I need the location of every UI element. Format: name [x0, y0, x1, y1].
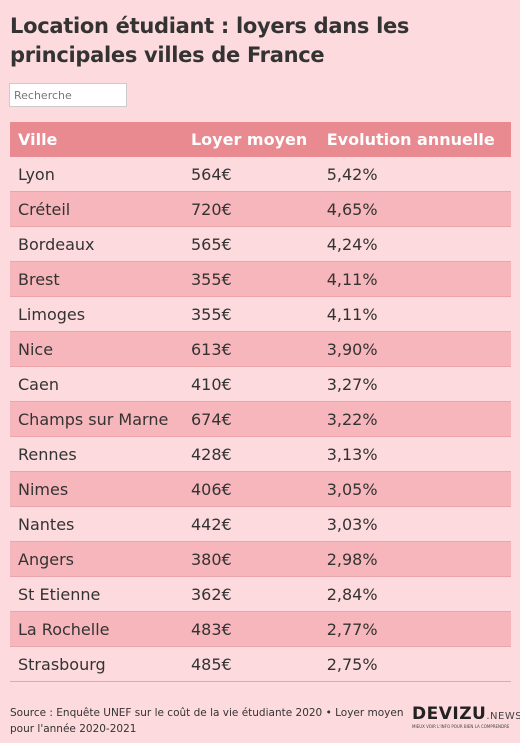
table-row: Créteil 720€ 4,65%	[10, 191, 511, 227]
table-cell: Brest	[10, 261, 183, 297]
table: Ville Loyer moyen Evolution annuelle Lyon 56…	[10, 122, 511, 682]
table-cell: 4,11%	[318, 296, 511, 332]
title: Location étudiant : loyers dans les prin…	[10, 14, 410, 67]
table-cell: 406€	[182, 471, 319, 507]
table-cell: Nice	[10, 331, 183, 367]
table-cell: 442€	[182, 506, 319, 542]
table-cell: 485€	[182, 646, 319, 682]
table-cell: 3,13%	[318, 436, 511, 472]
table-cell: 3,05%	[318, 471, 511, 507]
column-header[interactable]: Ville	[10, 122, 183, 157]
table-cell: Limoges	[10, 296, 183, 332]
table-cell: 565€	[182, 226, 319, 262]
table-cell: 2,75%	[318, 646, 511, 682]
logo: DEVIZU.NEWS MIEUX VOIR L'INFO POUR BIEN …	[412, 704, 520, 729]
table-row: Rennes 428€ 3,13%	[10, 436, 511, 472]
table-cell: 3,27%	[318, 366, 511, 402]
table-cell: Bordeaux	[10, 226, 183, 262]
table-row: Limoges 355€ 4,11%	[10, 296, 511, 332]
column-header[interactable]: Loyer moyen	[182, 122, 319, 157]
table-cell: 674€	[182, 401, 319, 437]
table-cell: 410€	[182, 366, 319, 402]
table-cell: 613€	[182, 331, 319, 367]
logo-suffix: .NEWS	[486, 711, 520, 722]
table-cell: Lyon	[10, 157, 183, 192]
table-cell: Caen	[10, 366, 183, 402]
table-cell: 4,11%	[318, 261, 511, 297]
table-row: Strasbourg 485€ 2,75%	[10, 646, 511, 682]
source: Source : Enquête UNEF sur le coût de la …	[10, 707, 404, 735]
table-row: La Rochelle 483€ 2,77%	[10, 611, 511, 647]
table-cell: 2,77%	[318, 611, 511, 647]
table-row: Lyon 564€ 5,42%	[10, 157, 511, 192]
tagline: MIEUX VOIR L'INFO POUR BIEN LA COMPRENDR…	[412, 724, 510, 729]
table-cell: Rennes	[10, 436, 183, 472]
table-cell: 3,03%	[318, 506, 511, 542]
table-row: Nimes 406€ 3,05%	[10, 471, 511, 507]
table-cell: Nimes	[10, 471, 183, 507]
table-row: Bordeaux 565€ 4,24%	[10, 226, 511, 262]
table-cell: 4,65%	[318, 191, 511, 227]
table-cell: 3,22%	[318, 401, 511, 437]
search-input[interactable]: Recherche	[9, 83, 127, 107]
table-row: Angers 380€ 2,98%	[10, 541, 511, 577]
table-row: St Etienne 362€ 2,84%	[10, 576, 511, 612]
logo-text: DEVIZU	[412, 704, 487, 724]
column-header[interactable]: Evolution annuelle	[318, 122, 511, 157]
table-cell: 380€	[182, 541, 319, 577]
table-cell: 2,98%	[318, 541, 511, 577]
table-cell: St Etienne	[10, 576, 183, 612]
table-cell: 3,90%	[318, 331, 511, 367]
table-cell: 4,24%	[318, 226, 511, 262]
table-cell: 355€	[182, 261, 319, 297]
table-cell: 483€	[182, 611, 319, 647]
table-cell: 355€	[182, 296, 319, 332]
table-cell: 5,42%	[318, 157, 511, 192]
table-cell: 362€	[182, 576, 319, 612]
table-cell: Champs sur Marne	[10, 401, 183, 437]
table-cell: Nantes	[10, 506, 183, 542]
table-cell: 720€	[182, 191, 319, 227]
table-cell: Strasbourg	[10, 646, 183, 682]
table-cell: 564€	[182, 157, 319, 192]
table-cell: Créteil	[10, 191, 183, 227]
table-cell: 428€	[182, 436, 319, 472]
table-row: Caen 410€ 3,27%	[10, 366, 511, 402]
table-row: Champs sur Marne 674€ 3,22%	[10, 401, 511, 437]
table-row: Brest 355€ 4,11%	[10, 261, 511, 297]
table-row: Nantes 442€ 3,03%	[10, 506, 511, 542]
table-row: Nice 613€ 3,90%	[10, 331, 511, 367]
table-cell: 2,84%	[318, 576, 511, 612]
table-cell: La Rochelle	[10, 611, 183, 647]
table-cell: Angers	[10, 541, 183, 577]
